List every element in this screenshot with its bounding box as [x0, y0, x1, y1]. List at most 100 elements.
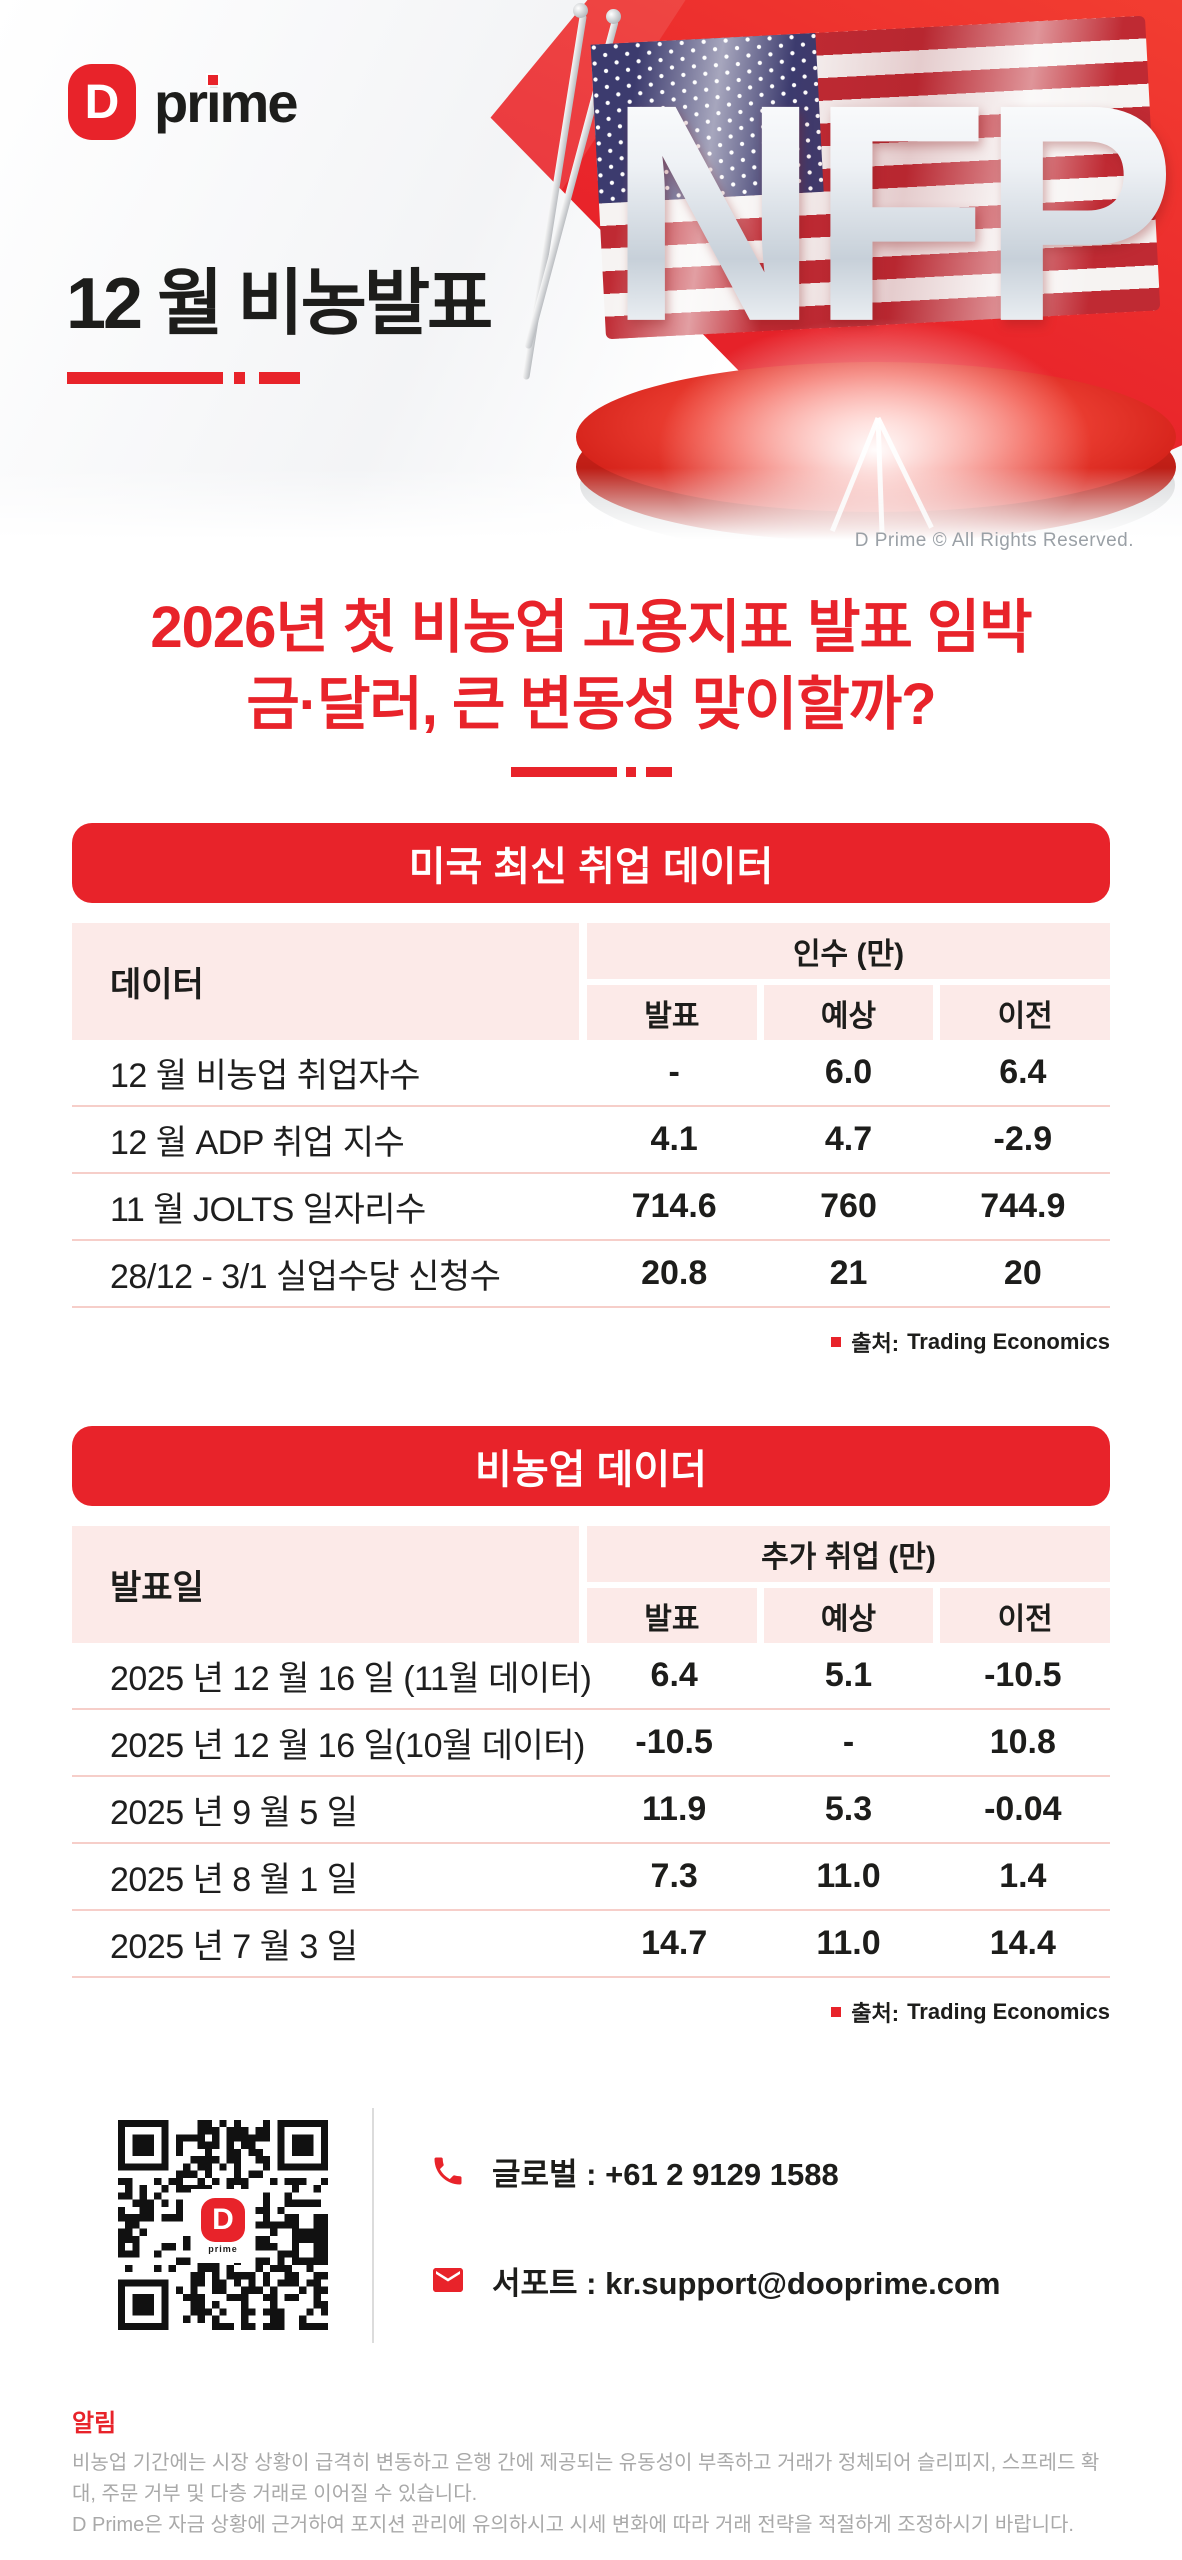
table-row: 2025 년 8 월 1 일 7.3 11.0 1.4	[72, 1844, 1110, 1912]
row-value-previous: 20	[1003, 1254, 1042, 1293]
notice-paragraph: 비농업 기간에는 시장 상황이 급격히 변동하고 은행 간에 제공되는 유동성이…	[72, 2452, 1100, 2506]
row-value-announced: 20.8	[641, 1254, 708, 1293]
row-value-announced: 11.9	[642, 1790, 707, 1829]
corner-header: 발표일	[72, 1526, 579, 1644]
qr-code: D prime	[118, 2108, 328, 2343]
dash-bar	[259, 372, 300, 384]
col-header-previous: 이전	[940, 985, 1110, 1041]
section-banner-nfp: 비농업 데이더	[72, 1426, 1110, 1507]
notice-paragraph: D Prime은 자금 상황에 근거하여 포지션 관리에 유의하시고 시세 변화…	[72, 2514, 1074, 2537]
contact-email[interactable]: 서포트 : kr.support@dooprime.com	[430, 2258, 1001, 2303]
table-row: 2025 년 12 월 16 일(10월 데이터) -10.5 - 10.8	[72, 1710, 1110, 1778]
email-address-text: 서포트 : kr.support@dooprime.com	[492, 2265, 1001, 2301]
flag-pole-finial	[573, 3, 588, 18]
contact-list: 글로벌 : +61 2 9129 1588 서포트 : kr.support@d…	[430, 2108, 1001, 2343]
table-header: 발표일 추가 취업 (만) 발표 예상 이전	[72, 1526, 1110, 1644]
dash-square	[625, 767, 636, 778]
table-row: 2025 년 12 월 16 일 (11월 데이터) 6.4 5.1 -10.5	[72, 1643, 1110, 1711]
flag-pole-finial	[606, 9, 621, 24]
source-bullet-icon	[831, 2007, 842, 2018]
sub-headers: 발표 예상 이전	[587, 1588, 1110, 1644]
disclaimer-footer: 알림 비농업 기간에는 시장 상황이 급격히 변동하고 은행 간에 제공되는 유…	[72, 2403, 1110, 2541]
row-value-expected: 11.0	[816, 1924, 881, 1963]
row-value-previous: -2.9	[993, 1120, 1053, 1159]
hero-section: NFP D prime 12 월 비농발표 D Prime © All Righ…	[0, 0, 1182, 560]
row-value-previous: 1.4	[999, 1857, 1047, 1896]
table-row: 12 월 ADP 취업 지수 4.1 4.7 -2.9	[72, 1107, 1110, 1175]
group-header: 인수 (만)	[587, 923, 1110, 980]
table-row: 11 월 JOLTS 일자리수 714.6 760 744.9	[72, 1174, 1110, 1242]
title-dash-divider	[67, 372, 300, 384]
row-label: 2025 년 12 월 16 일(10월 데이터)	[110, 1727, 585, 1766]
value-headers: 추가 취업 (만) 발표 예상 이전	[587, 1526, 1110, 1644]
header-gap	[579, 1526, 587, 1643]
row-value-announced: -10.5	[635, 1723, 713, 1762]
qr-center-logo: D prime	[191, 2189, 255, 2264]
row-value-previous: 14.4	[989, 1924, 1056, 1963]
row-value-announced: -	[668, 1053, 680, 1092]
source-label: 출처:	[851, 1331, 900, 1357]
dash-bar	[67, 372, 223, 384]
row-value-announced: 714.6	[631, 1187, 717, 1226]
dash-bar	[645, 767, 672, 778]
row-value-expected: 11.0	[816, 1857, 881, 1896]
group-header: 추가 취업 (만)	[587, 1526, 1110, 1583]
source-attribution: 출처: Trading Economics	[72, 1326, 1110, 1358]
row-value-expected: 4.7	[824, 1120, 873, 1159]
col-header-announced: 발표	[587, 985, 757, 1041]
table-header: 데이터 인수 (만) 발표 예상 이전	[72, 923, 1110, 1041]
row-value-previous: 6.4	[999, 1053, 1047, 1092]
col-header-expected: 예상	[763, 985, 934, 1041]
row-value-announced: 7.3	[650, 1857, 698, 1896]
dprime-logo-text: prime	[154, 70, 298, 134]
dprime-logo-letter: D	[84, 75, 120, 129]
phone-icon	[434, 2157, 462, 2185]
header-gap	[579, 923, 587, 1040]
headline-line1: 2026년 첫 비농업 고용지표 발표 임박	[150, 595, 1032, 660]
col-header-expected: 예상	[763, 1588, 934, 1644]
row-label: 11 월 JOLTS 일자리수	[110, 1191, 426, 1230]
table-row: 12 월 비농업 취업자수 - 6.0 6.4	[72, 1040, 1110, 1108]
row-value-expected: 21	[829, 1254, 868, 1293]
vertical-divider	[372, 2108, 374, 2344]
row-value-expected: 5.3	[824, 1790, 873, 1829]
table-row: 2025 년 9 월 5 일 11.9 5.3 -0.04	[72, 1777, 1110, 1845]
section-banner-employment: 미국 최신 취업 데이터	[72, 823, 1110, 904]
email-icon	[433, 2268, 463, 2293]
row-value-expected: 760	[820, 1187, 877, 1226]
row-label: 2025 년 12 월 16 일 (11월 데이터)	[110, 1660, 592, 1699]
source-label: 출처:	[851, 2001, 900, 2027]
source-value: Trading Economics	[907, 1329, 1110, 1355]
source-bullet-icon	[831, 1337, 842, 1348]
table-row: 28/12 - 3/1 실업수당 신청수 20.8 21 20	[72, 1241, 1110, 1309]
row-value-announced: 6.4	[650, 1656, 698, 1695]
employment-table: 데이터 인수 (만) 발표 예상 이전 12 월 비농업 취업자수 - 6.0 …	[72, 923, 1110, 1309]
headline: 2026년 첫 비농업 고용지표 발표 임박 금·달러, 큰 변동성 맞이할까?	[0, 590, 1182, 743]
col-header-announced: 발표	[587, 1588, 757, 1644]
row-value-announced: 4.1	[650, 1120, 698, 1159]
corner-header: 데이터	[72, 923, 579, 1041]
phone-number-text: 글로벌 : +61 2 9129 1588	[492, 2156, 839, 2192]
logo-i-dot	[208, 74, 218, 85]
notice-title: 알림	[72, 2410, 117, 2438]
row-label: 2025 년 9 월 5 일	[110, 1794, 358, 1833]
row-value-expected: -	[842, 1723, 855, 1762]
row-label: 28/12 - 3/1 실업수당 신청수	[110, 1258, 501, 1297]
row-label: 2025 년 8 월 1 일	[110, 1861, 358, 1900]
dash-bar	[510, 767, 617, 778]
value-headers: 인수 (만) 발표 예상 이전	[587, 923, 1110, 1041]
row-value-previous: -0.04	[984, 1790, 1062, 1829]
source-value: Trading Economics	[907, 1999, 1110, 2025]
dprime-logo: D prime	[68, 64, 298, 140]
contact-phone[interactable]: 글로벌 : +61 2 9129 1588	[430, 2149, 1001, 2194]
table-row: 2025 년 7 월 3 일 14.7 11.0 14.4	[72, 1911, 1110, 1979]
dprime-logo-mini: D	[201, 2198, 245, 2243]
headline-line2: 금·달러, 큰 변동성 맞이할까?	[246, 671, 936, 737]
row-value-expected: 6.0	[824, 1053, 873, 1092]
qr-logo-caption: prime	[208, 2244, 238, 2255]
row-label: 12 월 ADP 취업 지수	[110, 1124, 405, 1163]
dprime-logo-mark: D	[68, 64, 136, 140]
sub-headers: 발표 예상 이전	[587, 985, 1110, 1041]
headline-dash-divider	[0, 767, 1182, 778]
